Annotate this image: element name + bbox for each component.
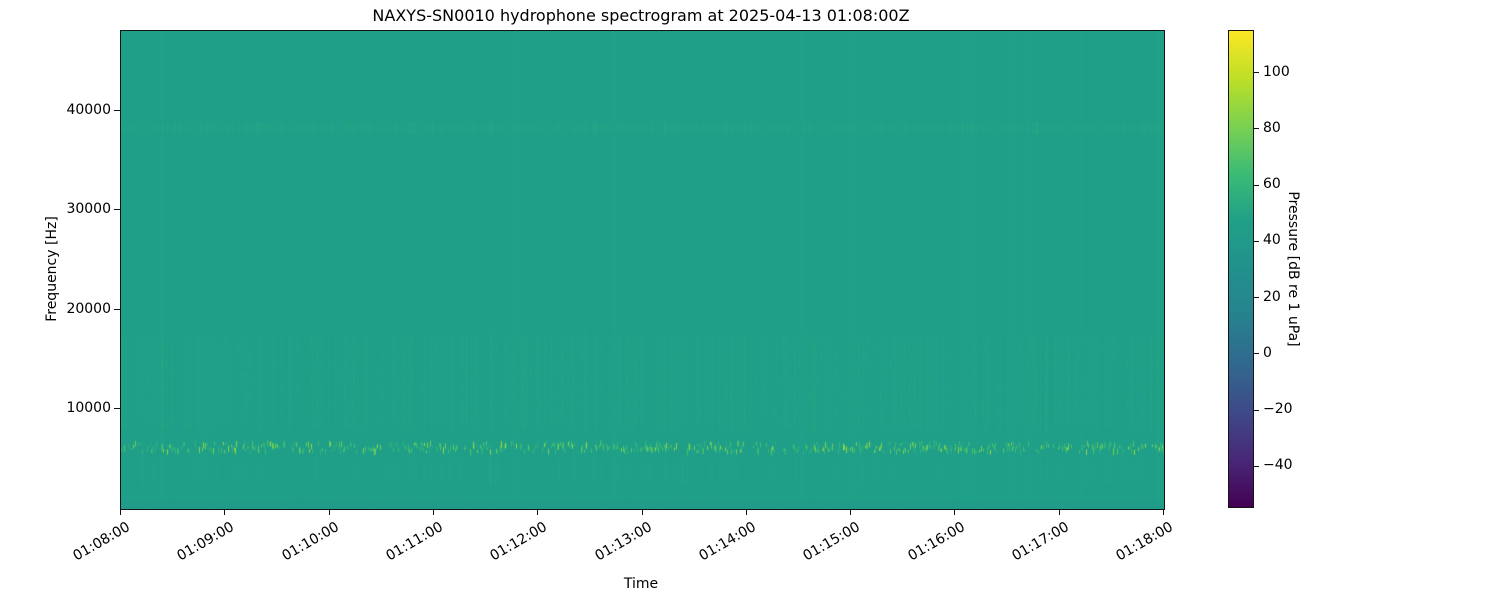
plot-area	[120, 30, 1165, 510]
tick-mark	[114, 110, 120, 111]
tick-mark	[746, 509, 747, 515]
colorbar-tick-label: 40	[1263, 232, 1281, 249]
y-tick-label: 40000	[66, 101, 111, 118]
colorbar	[1228, 30, 1254, 508]
x-tick-label: 01:18:00	[1113, 519, 1176, 565]
tick-mark	[642, 509, 643, 515]
tick-mark	[224, 509, 225, 515]
tick-mark	[1254, 185, 1259, 186]
tick-mark	[1254, 72, 1259, 73]
colorbar-tick-label: 100	[1263, 63, 1290, 80]
colorbar-tick-label: −20	[1263, 401, 1293, 418]
colorbar-tick-label: 60	[1263, 176, 1281, 193]
x-tick-label: 01:10:00	[279, 519, 342, 565]
colorbar-label: Pressure [dB re 1 uPa]	[1285, 191, 1301, 347]
tick-mark	[433, 509, 434, 515]
tick-mark	[1254, 466, 1259, 467]
x-tick-label: 01:14:00	[696, 519, 759, 565]
x-tick-label: 01:17:00	[1009, 519, 1072, 565]
tick-mark	[1163, 509, 1164, 515]
x-tick-label: 01:09:00	[174, 519, 238, 565]
y-axis-label: Frequency [Hz]	[44, 216, 60, 322]
x-tick-label: 01:08:00	[70, 519, 133, 565]
x-axis-label: Time	[623, 576, 659, 592]
x-tick-label: 01:11:00	[383, 519, 446, 565]
colorbar-tick-label: 20	[1263, 288, 1281, 305]
tick-mark	[1254, 128, 1259, 129]
tick-mark	[850, 509, 851, 515]
tick-mark	[329, 509, 330, 515]
x-tick-label: 01:15:00	[800, 519, 864, 565]
tick-mark	[537, 509, 538, 515]
spectrogram-image	[121, 31, 1164, 509]
tick-mark	[1254, 297, 1259, 298]
tick-mark	[114, 408, 120, 409]
tick-mark	[114, 209, 120, 210]
tick-mark	[114, 309, 120, 310]
colorbar-tick-label: 80	[1263, 119, 1281, 136]
x-tick-label: 01:13:00	[592, 519, 655, 565]
tick-mark	[1254, 353, 1259, 354]
tick-mark	[120, 509, 121, 515]
colorbar-tick-label: −40	[1263, 457, 1293, 474]
tick-mark	[1254, 241, 1259, 242]
colorbar-tick-label: 0	[1263, 344, 1272, 361]
x-tick-label: 01:16:00	[904, 519, 968, 565]
tick-mark	[1059, 509, 1060, 515]
chart-title: NAXYS-SN0010 hydrophone spectrogram at 2…	[372, 6, 910, 25]
x-tick-label: 01:12:00	[487, 519, 551, 565]
y-tick-label: 10000	[66, 400, 111, 417]
y-tick-label: 20000	[66, 300, 111, 317]
tick-mark	[1254, 410, 1259, 411]
y-tick-label: 30000	[66, 201, 111, 218]
tick-mark	[954, 509, 955, 515]
